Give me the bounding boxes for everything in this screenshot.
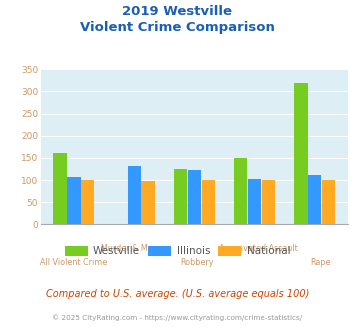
Bar	[322, 180, 335, 224]
Bar	[174, 169, 187, 224]
Bar	[262, 180, 275, 224]
Bar	[202, 180, 215, 224]
Bar	[188, 170, 201, 224]
Bar	[127, 166, 141, 224]
Bar	[308, 175, 321, 224]
Bar	[67, 177, 81, 224]
Text: 2019 Westville: 2019 Westville	[122, 5, 233, 18]
Text: All Violent Crime: All Violent Crime	[40, 258, 108, 267]
Legend: Westville, Illinois, National: Westville, Illinois, National	[61, 242, 294, 260]
Bar	[234, 158, 247, 224]
Bar	[248, 179, 261, 224]
Bar	[294, 83, 307, 224]
Text: © 2025 CityRating.com - https://www.cityrating.com/crime-statistics/: © 2025 CityRating.com - https://www.city…	[53, 314, 302, 321]
Text: Violent Crime Comparison: Violent Crime Comparison	[80, 21, 275, 34]
Text: Compared to U.S. average. (U.S. average equals 100): Compared to U.S. average. (U.S. average …	[46, 289, 309, 299]
Bar	[81, 180, 94, 224]
Text: Rape: Rape	[310, 258, 331, 267]
Bar	[54, 153, 67, 224]
Text: Murder & Mans...: Murder & Mans...	[102, 244, 170, 253]
Bar	[141, 181, 155, 224]
Text: Aggravated Assault: Aggravated Assault	[219, 244, 298, 253]
Text: Robbery: Robbery	[180, 258, 214, 267]
